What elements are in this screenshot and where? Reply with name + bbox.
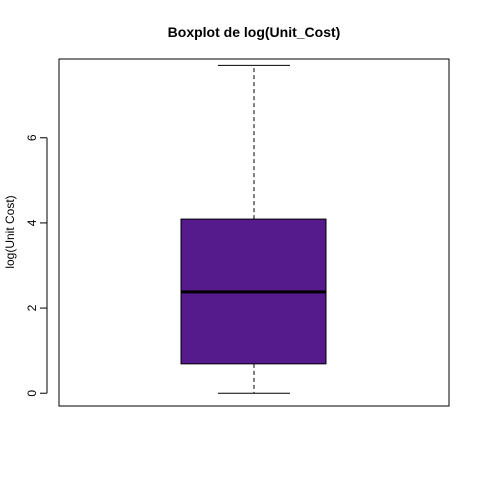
y-tick-label: 6 <box>25 134 39 141</box>
y-tick-label: 2 <box>25 304 39 311</box>
y-tick-label: 0 <box>25 390 39 397</box>
y-axis: 0 2 4 6 <box>25 134 48 397</box>
y-axis-label: log(Unit Cost) <box>3 195 17 268</box>
chart-title: Boxplot de log(Unit_Cost) <box>168 24 341 40</box>
plot-frame <box>58 58 450 407</box>
box-group <box>180 64 327 394</box>
y-tick-label: 4 <box>25 219 39 226</box>
